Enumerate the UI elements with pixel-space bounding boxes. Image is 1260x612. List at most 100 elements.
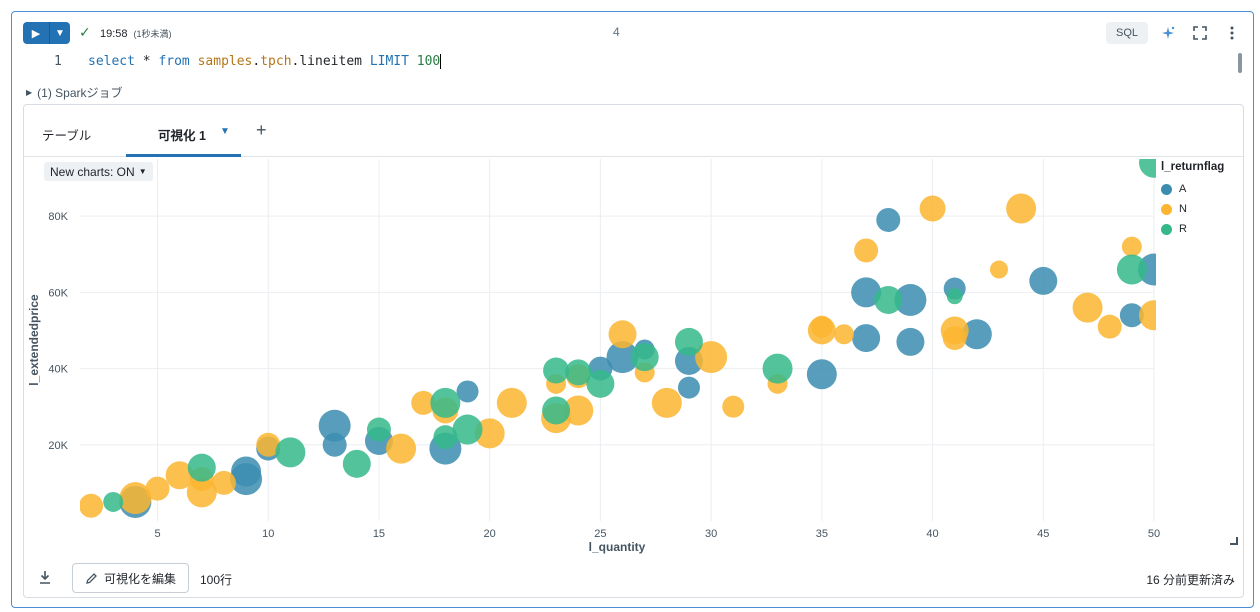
chevron-down-icon[interactable]: ▼	[220, 126, 230, 137]
scatter-point-n[interactable]	[695, 341, 728, 374]
scatter-point-n[interactable]	[810, 315, 833, 338]
scatter-point-n[interactable]	[211, 470, 236, 495]
scatter-point-r[interactable]	[874, 285, 903, 314]
scatter-point-n[interactable]	[563, 395, 594, 426]
scatter-point-a[interactable]	[231, 456, 262, 487]
scatter-point-n[interactable]	[919, 195, 946, 222]
x-tick-label: 45	[1037, 528, 1049, 540]
x-tick-label: 20	[484, 528, 496, 540]
scatter-point-n[interactable]	[942, 326, 967, 351]
legend-item-n[interactable]: N	[1161, 199, 1224, 219]
scatter-point-a[interactable]	[456, 380, 479, 403]
scatter-point-a[interactable]	[606, 341, 639, 374]
scatter-point-n[interactable]	[1006, 193, 1037, 224]
code-token: from	[158, 54, 190, 69]
run-button[interactable]: ▶ ▼	[23, 22, 70, 44]
scatter-point-a[interactable]	[876, 207, 901, 232]
scatter-point-n[interactable]	[165, 461, 194, 490]
scatter-point-r[interactable]	[430, 387, 461, 418]
new-charts-label[interactable]: New charts: ON	[50, 164, 135, 179]
scatter-point-r[interactable]	[342, 449, 371, 478]
scatter-point-a[interactable]	[851, 277, 882, 308]
scatter-point-n[interactable]	[496, 387, 527, 418]
scatter-point-n[interactable]	[651, 387, 682, 418]
code-token: .	[252, 54, 261, 69]
scatter-point-r[interactable]	[565, 359, 592, 386]
code-editor[interactable]: 1 select * from samples.tpch.lineitem LI…	[12, 52, 1253, 76]
scatter-point-r[interactable]	[1139, 157, 1169, 178]
resize-handle[interactable]	[1230, 537, 1238, 545]
scatter-point-a[interactable]	[894, 283, 927, 316]
line-number: 1	[54, 54, 62, 69]
code-token: 100	[416, 54, 441, 69]
scatter-point-r[interactable]	[366, 417, 391, 442]
scatter-point-r[interactable]	[586, 369, 615, 398]
scatter-point-r[interactable]	[103, 491, 124, 512]
scatter-point-a[interactable]	[961, 319, 992, 350]
tab-table[interactable]: テーブル	[42, 129, 92, 143]
scatter-point-n[interactable]	[608, 320, 637, 349]
code-line[interactable]: select * from samples.tpch.lineitem LIMI…	[88, 54, 442, 69]
run-status: 19:58 (1秒未満)	[100, 27, 172, 40]
scatter-point-n[interactable]	[1097, 314, 1122, 339]
scatter-point-r[interactable]	[946, 288, 963, 305]
scatter-point-r[interactable]	[1116, 254, 1147, 285]
scatter-point-r[interactable]	[543, 357, 570, 384]
chevron-down-icon[interactable]: ▼	[55, 27, 65, 39]
scatter-point-n[interactable]	[145, 476, 170, 501]
scatter-point-n[interactable]	[854, 238, 879, 263]
new-charts-toggle[interactable]: New charts: ON ▼	[44, 162, 153, 181]
scatter-point-r[interactable]	[275, 437, 306, 468]
scatter-point-r[interactable]	[674, 327, 703, 356]
scatter-point-a[interactable]	[1119, 303, 1144, 328]
chevron-down-icon[interactable]: ▼	[138, 167, 147, 176]
scatter-point-n[interactable]	[833, 324, 854, 345]
legend-dot	[1161, 183, 1172, 195]
scatter-point-n[interactable]	[386, 433, 417, 464]
scatter-point-r[interactable]	[452, 414, 483, 445]
scatter-point-a[interactable]	[1029, 266, 1058, 295]
text-cursor	[440, 54, 442, 69]
scatter-point-a[interactable]	[318, 409, 351, 442]
code-token: LIMIT	[369, 54, 409, 69]
legend-label: A	[1179, 183, 1187, 195]
scatter-point-a[interactable]	[806, 359, 837, 390]
download-icon[interactable]	[38, 569, 52, 588]
caret-right-icon[interactable]: ▶	[26, 88, 33, 97]
scatter-point-n[interactable]	[722, 395, 745, 418]
play-icon[interactable]: ▶	[31, 27, 41, 40]
scatter-point-n[interactable]	[119, 482, 152, 515]
scatter-point-n[interactable]	[989, 260, 1008, 279]
scatter-point-n[interactable]	[1139, 300, 1169, 331]
scatter-point-n[interactable]	[411, 390, 436, 415]
scatter-point-r[interactable]	[762, 353, 793, 384]
add-tab-icon[interactable]: +	[256, 120, 267, 140]
scatter-point-r[interactable]	[187, 453, 216, 482]
more-options-icon[interactable]	[1221, 22, 1243, 44]
scatter-point-n[interactable]	[1121, 236, 1142, 257]
scatter-point-r[interactable]	[542, 396, 571, 425]
scatter-point-a[interactable]	[677, 376, 700, 399]
spark-jobs-label[interactable]: (1) Sparkジョブ	[37, 86, 123, 100]
legend-item-r[interactable]: R	[1161, 219, 1224, 239]
editor-scrollbar[interactable]	[1238, 53, 1242, 73]
x-tick-label: 35	[816, 528, 828, 540]
scatter-point-r[interactable]	[630, 343, 659, 372]
sparkle-icon[interactable]	[1157, 22, 1179, 44]
scatter-point-a[interactable]	[322, 432, 347, 457]
y-axis-title: l_extendedprice	[27, 294, 41, 386]
scatter-point-n[interactable]	[474, 418, 505, 449]
code-token: *	[134, 54, 159, 69]
language-badge[interactable]: SQL	[1106, 22, 1148, 44]
scatter-point-r[interactable]	[433, 425, 458, 450]
scatter-point-n[interactable]	[79, 493, 104, 518]
tab-visualization[interactable]: 可視化 1	[158, 129, 206, 143]
spark-jobs-toggle[interactable]: ▶ (1) Sparkジョブ	[26, 84, 123, 101]
scatter-point-n[interactable]	[256, 432, 281, 457]
legend-item-a[interactable]: A	[1161, 179, 1224, 199]
edit-visualization-button[interactable]: 可視化を編集	[72, 563, 190, 593]
fullscreen-icon[interactable]	[1189, 22, 1211, 44]
scatter-point-a[interactable]	[896, 327, 925, 356]
scatter-point-n[interactable]	[1072, 292, 1103, 323]
scatter-point-a[interactable]	[852, 324, 881, 353]
